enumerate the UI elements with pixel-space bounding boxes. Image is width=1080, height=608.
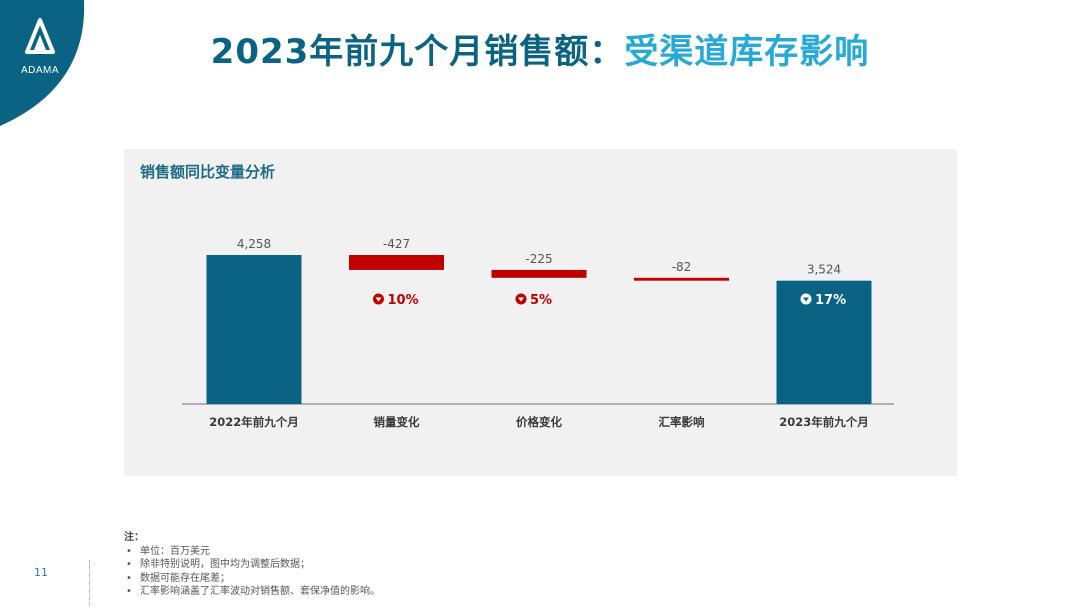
x-tick-label: 销量变化	[374, 415, 420, 429]
footer-divider	[89, 560, 90, 606]
total-bar	[776, 280, 872, 404]
change-badge: 5%	[530, 293, 552, 308]
footnotes: 注： • 单位：百万美元 • 除非特别说明，图中均为调整后数据； • 数据可能存在尾差…	[124, 531, 380, 599]
data-label: 3,524	[807, 263, 841, 277]
logo-background	[0, 0, 85, 126]
adama-logo-icon	[25, 18, 55, 54]
bullet-icon: •	[126, 559, 132, 570]
data-label: -82	[672, 260, 692, 274]
delta-bar	[491, 269, 587, 278]
page-title: 2023年前九个月销售额：受渠道库存影响	[0, 24, 1080, 73]
page-number: 11	[34, 566, 48, 579]
waterfall-chart: 4,258 2022年前九个月 -427 销量变化 10% -225 价格变化 5% -82 汇率…	[182, 237, 894, 429]
x-tick-label: 2023年前九个月	[779, 415, 869, 429]
x-tick-label: 汇率影响	[659, 415, 705, 429]
bullet-icon: •	[126, 545, 132, 557]
logo-text: ADAMA	[20, 65, 60, 76]
bullet-icon: •	[126, 586, 132, 597]
delta-bar	[634, 277, 729, 281]
note-item: • 数据可能存在尾差；	[126, 572, 230, 584]
change-badge: 17%	[815, 293, 846, 308]
note-item: • 单位：百万美元	[126, 545, 210, 557]
x-tick-label: 2022年前九个月	[209, 415, 299, 429]
title-part-1: 2023年前九个月销售额：	[210, 32, 625, 72]
data-label: -427	[383, 237, 410, 251]
delta-bar	[349, 255, 444, 270]
total-bar	[206, 255, 302, 404]
note-item: • 除非特别说明，图中均为调整后数据；	[126, 559, 310, 570]
chart-title: 销售额同比变量分析	[140, 163, 276, 181]
down-triangle-icon	[803, 297, 809, 302]
change-badge: 10%	[388, 293, 419, 308]
bullet-icon: •	[126, 572, 132, 584]
x-tick-label: 价格变化	[516, 415, 562, 429]
notes-title: 注：	[124, 532, 144, 543]
down-triangle-icon	[518, 297, 524, 302]
chart-panel: 销售额同比变量分析 4,258 2022年前九个月 -427 销量变化 10% -225 价…	[124, 149, 957, 476]
down-triangle-icon	[375, 297, 382, 302]
data-label: -225	[525, 252, 552, 266]
data-label: 4,258	[237, 237, 271, 251]
note-item: • 汇率影响涵盖了汇率波动对销售额、套保净值的影响。	[126, 586, 380, 597]
title-part-2: 受渠道库存影响	[624, 32, 870, 72]
